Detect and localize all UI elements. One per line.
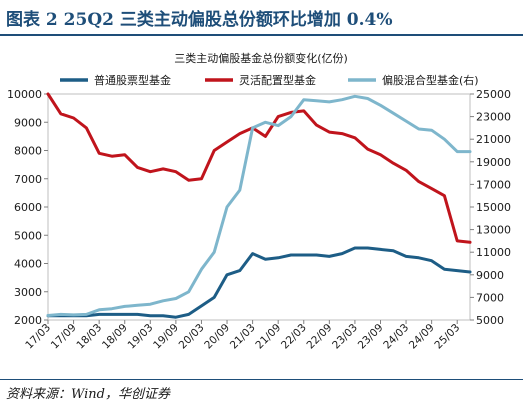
chart-series bbox=[46, 92, 472, 319]
x-axis-tick-label: 19/03 bbox=[126, 322, 156, 352]
x-axis-tick-label: 19/09 bbox=[151, 322, 181, 352]
x-axis-tick-label: 18/03 bbox=[74, 322, 104, 352]
right-axis-tick-label: 15000 bbox=[476, 201, 511, 214]
right-axis-tick-label: 13000 bbox=[476, 224, 511, 237]
left-axis-tick-label: 7000 bbox=[14, 173, 42, 186]
left-axis-tick-label: 8000 bbox=[14, 145, 42, 158]
right-axis-tick-label: 23000 bbox=[476, 111, 511, 124]
legend-label: 偏股混合型基金(右) bbox=[382, 73, 479, 87]
legend-item-2: 灵活配置型基金 bbox=[205, 73, 316, 87]
left-axis-tick-label: 4000 bbox=[14, 258, 42, 271]
series-line-1 bbox=[46, 246, 472, 319]
right-axis-tick-label: 25000 bbox=[476, 88, 511, 101]
left-axis-tick-label: 5000 bbox=[14, 229, 42, 242]
legend-item-3: 偏股混合型基金(右) bbox=[348, 73, 479, 87]
chart-axes: 2000 3000 4000 5000 6000 7000 8000 9000 10000 500… bbox=[7, 88, 511, 352]
chart-title: 三类主动偏股基金总份额变化(亿份) bbox=[174, 51, 348, 65]
left-axis-tick-label: 10000 bbox=[7, 88, 42, 101]
x-axis-tick-label: 21/09 bbox=[253, 322, 283, 352]
x-axis-tick-label: 25/03 bbox=[432, 322, 462, 352]
chart-legend: 普通股票型基金 灵活配置型基金 偏股混合型基金(右) bbox=[60, 73, 479, 87]
source-note: 资料来源：Wind，华创证券 bbox=[6, 387, 170, 402]
series-line-2 bbox=[46, 92, 472, 244]
legend-label: 普通股票型基金 bbox=[94, 73, 171, 87]
line-chart: 三类主动偏股基金总份额变化(亿份) 普通股票型基金 灵活配置型基金 偏股混合型基金(… bbox=[7, 51, 511, 352]
x-axis-tick-label: 17/09 bbox=[49, 322, 79, 352]
series-line-3 bbox=[46, 94, 472, 317]
x-axis-tick-label: 22/09 bbox=[305, 322, 335, 352]
right-axis-tick-label: 21000 bbox=[476, 133, 511, 146]
chart-area: 三类主动偏股基金总份额变化(亿份) 普通股票型基金 灵活配置型基金 偏股混合型基金(… bbox=[0, 38, 523, 378]
x-axis-tick-label: 24/03 bbox=[381, 322, 411, 352]
right-axis-tick-label: 19000 bbox=[476, 156, 511, 169]
x-axis-tick-label: 20/03 bbox=[177, 322, 207, 352]
legend-label: 灵活配置型基金 bbox=[239, 73, 316, 87]
plot-frame bbox=[47, 93, 471, 321]
legend-item-1: 普通股票型基金 bbox=[60, 73, 171, 87]
left-axis-tick-label: 3000 bbox=[14, 286, 42, 299]
x-axis-tick-label: 20/09 bbox=[202, 322, 232, 352]
x-axis-tick-label: 21/03 bbox=[228, 322, 258, 352]
left-axis-tick-label: 9000 bbox=[14, 116, 42, 129]
left-axis-tick-label: 6000 bbox=[14, 201, 42, 214]
right-axis-tick-label: 7000 bbox=[476, 291, 504, 304]
x-axis-tick-label: 22/03 bbox=[279, 322, 309, 352]
footer-rule bbox=[0, 379, 523, 380]
right-axis-tick-label: 9000 bbox=[476, 269, 504, 282]
x-axis-tick-label: 23/03 bbox=[330, 322, 360, 352]
right-axis-tick-label: 5000 bbox=[476, 314, 504, 327]
right-axis-tick-label: 11000 bbox=[476, 246, 511, 259]
x-axis-tick-label: 24/09 bbox=[407, 322, 437, 352]
figure-header: 图表 2 25Q2 三类主动偏股总份额环比增加 0.4% bbox=[0, 0, 523, 34]
right-axis-tick-label: 17000 bbox=[476, 178, 511, 191]
x-axis-tick-label: 18/09 bbox=[100, 322, 130, 352]
header-rule bbox=[0, 34, 523, 36]
left-axis-tick-label: 2000 bbox=[14, 314, 42, 327]
figure-title: 图表 2 25Q2 三类主动偏股总份额环比增加 0.4% bbox=[6, 10, 393, 30]
x-axis-tick-label: 23/09 bbox=[356, 322, 386, 352]
